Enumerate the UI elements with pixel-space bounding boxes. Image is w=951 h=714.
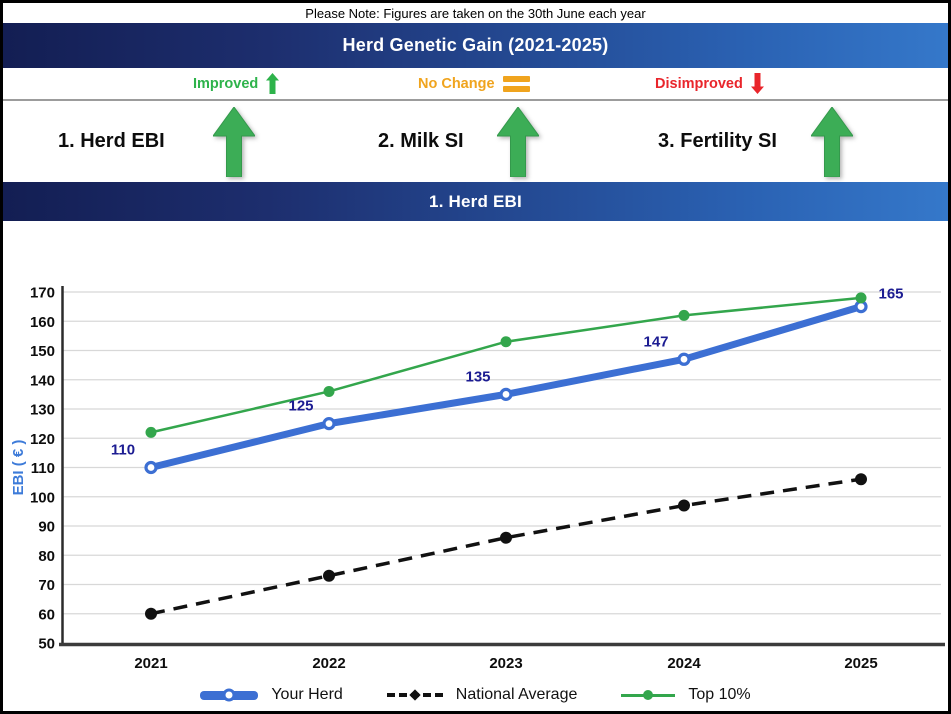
data-label: 147	[643, 333, 668, 350]
y-tick-label: 50	[38, 636, 55, 653]
legend-swatch-icon	[386, 689, 443, 701]
x-tick-label: 2023	[489, 655, 522, 672]
disimproved-label: Disimproved	[655, 75, 743, 92]
main-header-title: Herd Genetic Gain (2021-2025)	[342, 35, 609, 55]
ebi-line-chart: 50 60 70 80 90 100 110 120 130 140 150 160 170 EBI ( …	[10, 285, 945, 672]
legend-label: Your Herd	[271, 686, 343, 703]
data-label: 165	[878, 286, 903, 303]
status-key-improved: Improved	[193, 68, 280, 99]
section-header-title: 1. Herd EBI	[429, 191, 522, 211]
legend-item-your-herd: Your Herd	[200, 686, 343, 704]
data-label: 110	[111, 442, 135, 459]
improved-up-arrow-icon	[496, 106, 539, 177]
national-average-point	[145, 607, 157, 620]
y-tick-label: 90	[38, 519, 55, 536]
note-text: Please Note: Figures are taken on the 30…	[305, 5, 646, 21]
y-tick-label: 130	[30, 402, 55, 419]
y-tick-label: 80	[38, 548, 55, 565]
y-tick-label: 170	[30, 285, 55, 302]
top10-point	[145, 426, 157, 438]
top10-point	[678, 309, 690, 321]
y-axis-title: EBI ( € )	[10, 440, 27, 496]
top10-point	[500, 336, 512, 348]
up-arrow-icon	[266, 73, 280, 94]
data-label: 125	[288, 398, 313, 415]
status-key-row: Improved No Change Disimproved	[3, 68, 948, 101]
improved-up-arrow-icon	[810, 106, 853, 177]
x-tick-label: 2022	[312, 655, 345, 672]
note-bar: Please Note: Figures are taken on the 30…	[3, 3, 948, 23]
indicator-herd-ebi-label: 1. Herd EBI	[58, 130, 165, 152]
y-tick-label: 60	[38, 606, 55, 623]
indicators-row: 1. Herd EBI 2. Milk SI 3. Fertility SI	[3, 101, 948, 182]
main-header-banner: Herd Genetic Gain (2021-2025)	[3, 23, 948, 68]
y-tick-label: 100	[30, 489, 55, 506]
legend-label: Top 10%	[688, 686, 751, 703]
top10-point	[855, 292, 867, 304]
ebi-chart-area: 50 60 70 80 90 100 110 120 130 140 150 160 170 EBI ( …	[3, 221, 948, 711]
national-average-point	[323, 569, 335, 582]
improved-label: Improved	[193, 75, 259, 92]
top10-point	[323, 385, 335, 397]
x-tick-label: 2025	[844, 655, 877, 672]
section-header-banner: 1. Herd EBI	[3, 182, 948, 221]
legend-swatch-icon	[200, 688, 259, 702]
your-herd-point	[144, 460, 158, 475]
y-tick-label: 160	[30, 314, 55, 331]
status-key-disimproved: Disimproved	[655, 68, 764, 99]
y-tick-label: 140	[30, 372, 55, 389]
legend-item-national-average: National Average	[386, 686, 578, 704]
series-your-herd-line	[147, 303, 865, 471]
no-change-label: No Change	[418, 75, 495, 92]
status-key-no-change: No Change	[418, 68, 530, 99]
down-arrow-icon	[750, 73, 764, 94]
national-average-point	[500, 531, 512, 544]
series-top10-line	[150, 296, 862, 434]
indicator-fertility-si: 3. Fertility SI	[658, 101, 853, 182]
x-tick-label: 2021	[134, 655, 167, 672]
data-label: 135	[465, 368, 490, 385]
improved-up-arrow-icon	[212, 106, 255, 177]
series-national-average-line	[150, 477, 862, 616]
indicator-milk-si-label: 2. Milk SI	[378, 130, 464, 152]
legend-swatch-icon	[621, 690, 676, 700]
y-tick-label: 150	[30, 343, 55, 360]
y-tick-label: 70	[38, 577, 55, 594]
chart-legend: Your Herd National Average Top 10%	[3, 679, 948, 711]
indicator-milk-si: 2. Milk SI	[378, 101, 539, 182]
legend-item-top-10-: Top 10%	[621, 686, 751, 704]
x-tick-label: 2024	[667, 655, 701, 672]
national-average-point	[855, 473, 867, 486]
y-tick-label: 120	[30, 431, 55, 448]
equals-icon	[502, 75, 530, 92]
y-tick-label: 110	[31, 460, 55, 477]
legend-label: National Average	[455, 686, 578, 703]
your-herd-point	[499, 387, 513, 401]
indicator-herd-ebi: 1. Herd EBI	[58, 101, 255, 182]
indicator-fertility-si-label: 3. Fertility SI	[658, 130, 777, 152]
your-herd-point	[322, 417, 336, 431]
national-average-point	[678, 499, 690, 512]
your-herd-point	[677, 352, 691, 366]
